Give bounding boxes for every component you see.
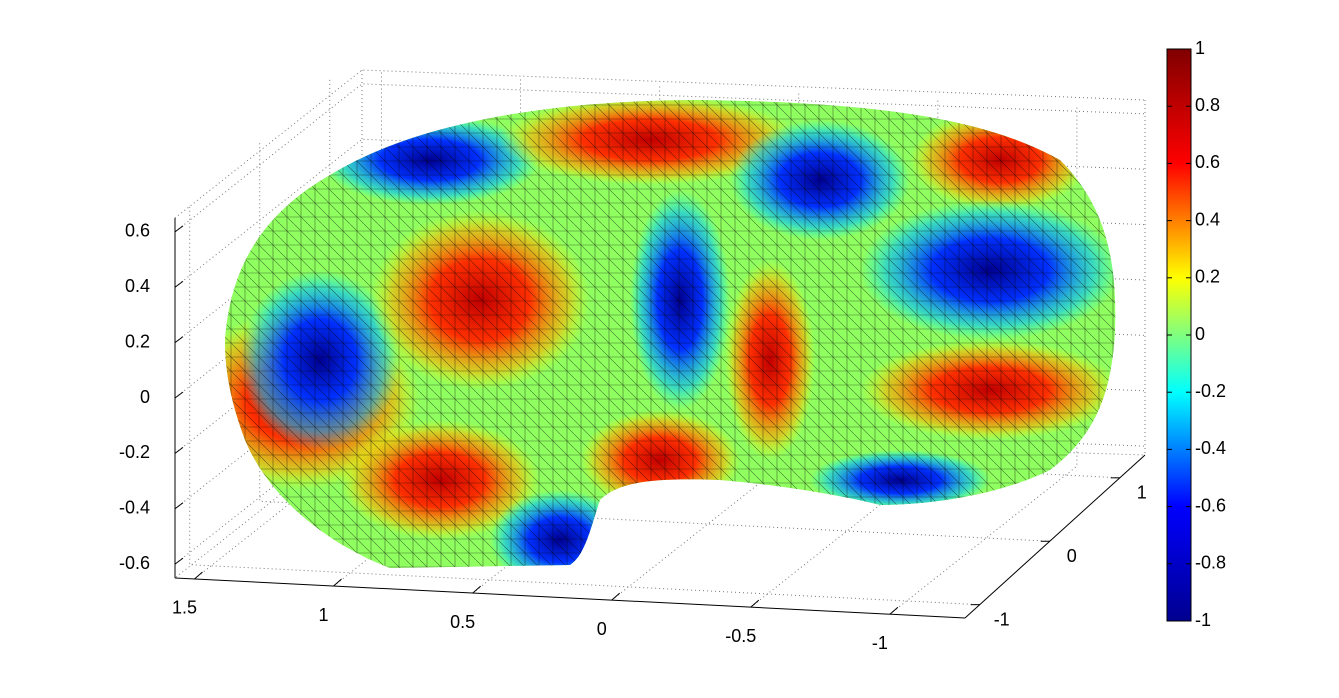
x-tick bbox=[611, 592, 621, 601]
z-tick-label: -0.6 bbox=[119, 553, 150, 573]
x-tick-label: 0.5 bbox=[450, 612, 475, 632]
x-tick bbox=[472, 585, 481, 594]
z-tick bbox=[174, 502, 184, 510]
z-tick-label: -0.4 bbox=[119, 498, 150, 518]
z-tick-label: -0.2 bbox=[119, 442, 150, 462]
z-tick bbox=[174, 336, 184, 344]
axes: -0.6 -0.4 -0.2 0 0.2 0.4 0.6 1.5 1 0.5 0 -0.5 -1 -1 0 1 bbox=[119, 218, 1147, 653]
x-tick bbox=[750, 599, 760, 608]
grid-line bbox=[174, 83, 1146, 233]
surface-mesh bbox=[225, 100, 1116, 568]
x-axis bbox=[174, 577, 966, 619]
colorbar-tick-label: 0.8 bbox=[1195, 95, 1220, 115]
x-tick bbox=[889, 606, 899, 615]
y-tick-label: 1 bbox=[1137, 483, 1147, 503]
x-tick-label: -1 bbox=[872, 633, 888, 653]
z-tick bbox=[174, 557, 184, 565]
colorbar-tick-label: 1 bbox=[1195, 38, 1205, 58]
x-tick bbox=[194, 571, 203, 580]
x-tick-label: 0 bbox=[597, 619, 607, 639]
z-tick bbox=[174, 446, 184, 454]
z-tick bbox=[174, 280, 184, 288]
y-tick-label: 0 bbox=[1067, 546, 1077, 566]
z-tick-label: 0.2 bbox=[125, 331, 150, 351]
colorbar: -1 -0.8 -0.6 -0.4 -0.2 0 0.2 0.4 0.6 0.8 1 bbox=[1166, 38, 1226, 630]
colorbar-tick-label: -1 bbox=[1195, 610, 1211, 630]
x-tick-label: -0.5 bbox=[725, 626, 756, 646]
x-tick-label: 1 bbox=[319, 605, 329, 625]
x-tick-label: 1.5 bbox=[172, 598, 197, 618]
z-tick-label: 0 bbox=[140, 387, 150, 407]
z-tick bbox=[174, 391, 184, 399]
z-tick-label: 0.6 bbox=[125, 221, 150, 241]
z-tick-label: 0.4 bbox=[125, 276, 150, 296]
y-axis bbox=[964, 454, 1146, 619]
colorbar-tick-label: 0.6 bbox=[1195, 152, 1220, 172]
colorbar-tick-label: -0.4 bbox=[1195, 438, 1226, 458]
colorbar-tick-label: 0.2 bbox=[1195, 267, 1220, 287]
surface bbox=[225, 100, 1116, 568]
colorbar-tick-label: 0 bbox=[1195, 324, 1205, 344]
colorbar-tick-label: -0.6 bbox=[1195, 495, 1226, 515]
colorbar-tick-label: -0.2 bbox=[1195, 381, 1226, 401]
y-tick-label: -1 bbox=[994, 609, 1010, 629]
colorbar-tick-label: 0.4 bbox=[1195, 209, 1220, 229]
z-tick bbox=[174, 225, 184, 233]
x-tick bbox=[333, 578, 342, 587]
colorbar-tick-label: -0.8 bbox=[1195, 553, 1226, 573]
